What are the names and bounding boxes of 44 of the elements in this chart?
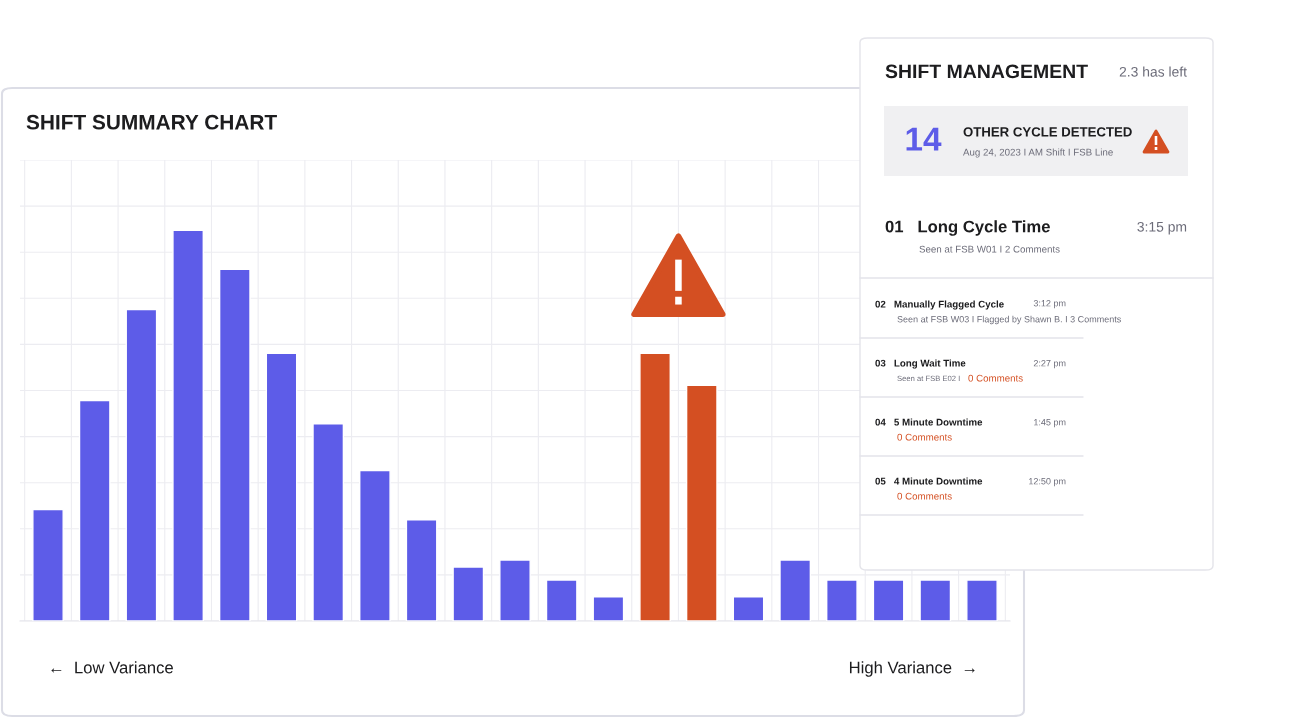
bar (826, 579, 858, 621)
annotation: Seen at FSB W03 I Flagged by Shawn B. I 3 Comments (897, 315, 1121, 325)
text: 3:15 pm (1137, 221, 1187, 235)
text: 1:45 pm (1034, 419, 1066, 428)
bar (172, 229, 204, 621)
annotation: 0 Comments (897, 433, 952, 441)
bar (966, 579, 998, 621)
text: SHIFT MANAGEMENT (885, 64, 1088, 79)
bar (639, 352, 671, 621)
bar (545, 579, 578, 621)
bar (78, 399, 111, 621)
annotation: 01 Long Cycle Time (885, 220, 1050, 236)
bar (125, 308, 158, 621)
bar (405, 519, 438, 621)
bar (32, 508, 64, 621)
text: 2:27 pm (1033, 360, 1066, 369)
bar (499, 559, 531, 621)
bar (779, 559, 812, 621)
text: 14 (906, 127, 942, 151)
bar (732, 596, 765, 621)
text: OTHER CYCLE DETECTED (963, 127, 1132, 137)
annotation: 05 4 Minute Downtime (875, 477, 983, 485)
annotation: 04 5 Minute Downtime (875, 418, 983, 426)
text: 2.3 has left (1119, 66, 1187, 77)
bar (452, 566, 485, 621)
annotation: 02 Manually Flagged Cycle (875, 300, 1004, 310)
text: High Variance → (849, 661, 975, 677)
bar (919, 579, 952, 621)
text: Aug 24, 2023 I AM Shift I FSB Line (963, 148, 1113, 158)
annotation: 0 Comments (897, 492, 952, 500)
chart-title: SHIFT SUMMARY CHART (26, 114, 277, 130)
annotation: Seen at FSB W01 I 2 Comments (919, 245, 1060, 253)
bar (359, 469, 391, 621)
bar (312, 423, 345, 621)
bar (685, 384, 718, 621)
bar (592, 596, 625, 621)
bar (872, 579, 905, 621)
annotation: 03 Long Wait Time (875, 359, 966, 369)
text: ← Low Variance (51, 661, 173, 674)
bar (218, 268, 251, 621)
bar (265, 352, 298, 621)
annotation: 0 Comments (968, 374, 1023, 382)
text: 12:50 pm (1029, 478, 1066, 487)
text: 3:12 pm (1033, 300, 1066, 309)
